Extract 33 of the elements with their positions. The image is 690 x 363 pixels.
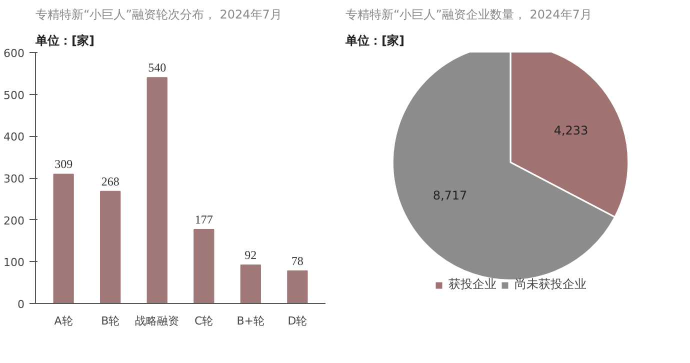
y-tick-label: 600: [4, 47, 25, 60]
data-label: 4,233: [554, 123, 588, 138]
bar: [53, 174, 74, 304]
chart-subtitle: 单位：[家]: [344, 34, 404, 48]
chart-title: 专精特新“小巨人”融资企业数量， 2024年7月: [346, 8, 592, 22]
data-label: 177: [194, 212, 213, 226]
chart-subtitle: 单位：[家]: [34, 34, 94, 48]
data-label: 78: [291, 254, 304, 268]
y-tick-label: 0: [18, 298, 24, 311]
chart-title: 专精特新“小巨人”融资轮次分布， 2024年7月: [36, 8, 282, 22]
x-tick-label: C轮: [194, 314, 214, 328]
bar: [240, 264, 261, 304]
bar: [146, 77, 168, 304]
data-label: 92: [244, 248, 257, 262]
data-label: 8,717: [432, 188, 468, 202]
x-tick-label: 战略融资: [135, 314, 180, 328]
x-tick-label: D轮: [288, 314, 308, 328]
y-tick-label: 500: [4, 88, 25, 102]
legend-label: 尚未获投企业: [514, 276, 586, 293]
data-label: 309: [54, 157, 73, 172]
x-tick-label: B+轮: [236, 314, 265, 328]
x-tick-label: B轮: [101, 314, 120, 328]
data-label: 268: [101, 174, 120, 188]
bar: [287, 270, 308, 304]
bar: [194, 228, 214, 304]
data-label: 540: [148, 60, 166, 75]
x-tick-label: A轮: [54, 314, 73, 328]
bar: [100, 190, 121, 304]
y-tick-label: 100: [4, 256, 25, 270]
y-tick-label: 200: [4, 214, 25, 228]
y-tick-label: 400: [4, 130, 25, 144]
y-tick-label: 300: [4, 172, 25, 186]
legend-label: 获投企业: [448, 276, 496, 293]
